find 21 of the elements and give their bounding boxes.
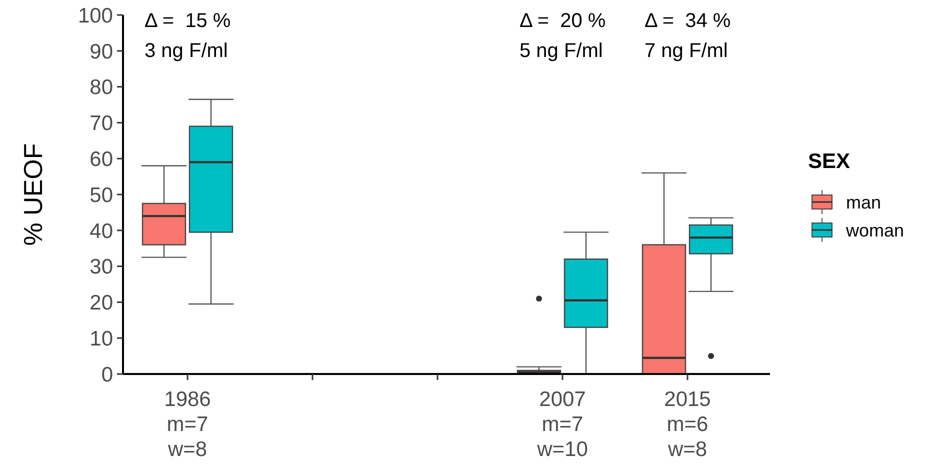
legend-label: woman <box>845 220 904 240</box>
legend-title: SEX <box>808 150 850 173</box>
y-tick-label: 30 <box>90 256 113 279</box>
y-axis-title: % UEOF <box>18 143 48 246</box>
legend-label: man <box>846 192 882 212</box>
annotation: Δ = 20 % 5 ng F/ml <box>520 10 606 62</box>
x-tick-label: 2007 m=7 w=10 <box>536 388 588 461</box>
annotation: Δ = 34 % 7 ng F/ml <box>644 10 731 62</box>
y-tick-label: 40 <box>90 220 113 243</box>
y-tick-label: 80 <box>90 76 113 100</box>
annotation: Δ = 15 % 3 ng F/ml <box>144 10 231 62</box>
y-tick-label: 10 <box>90 327 113 350</box>
y-tick-label: 0 <box>101 363 113 386</box>
y-tick-label: 20 <box>90 292 113 315</box>
y-tick-label: 50 <box>90 184 113 207</box>
y-tick-label: 90 <box>90 40 113 64</box>
y-tick-label: 70 <box>90 112 113 136</box>
x-tick-label: 1986 m=7 w=8 <box>164 388 211 461</box>
x-tick-label: 2015 m=6 w=8 <box>664 388 711 461</box>
y-tick-label: 100 <box>78 4 113 28</box>
y-tick-label: 60 <box>90 148 113 171</box>
